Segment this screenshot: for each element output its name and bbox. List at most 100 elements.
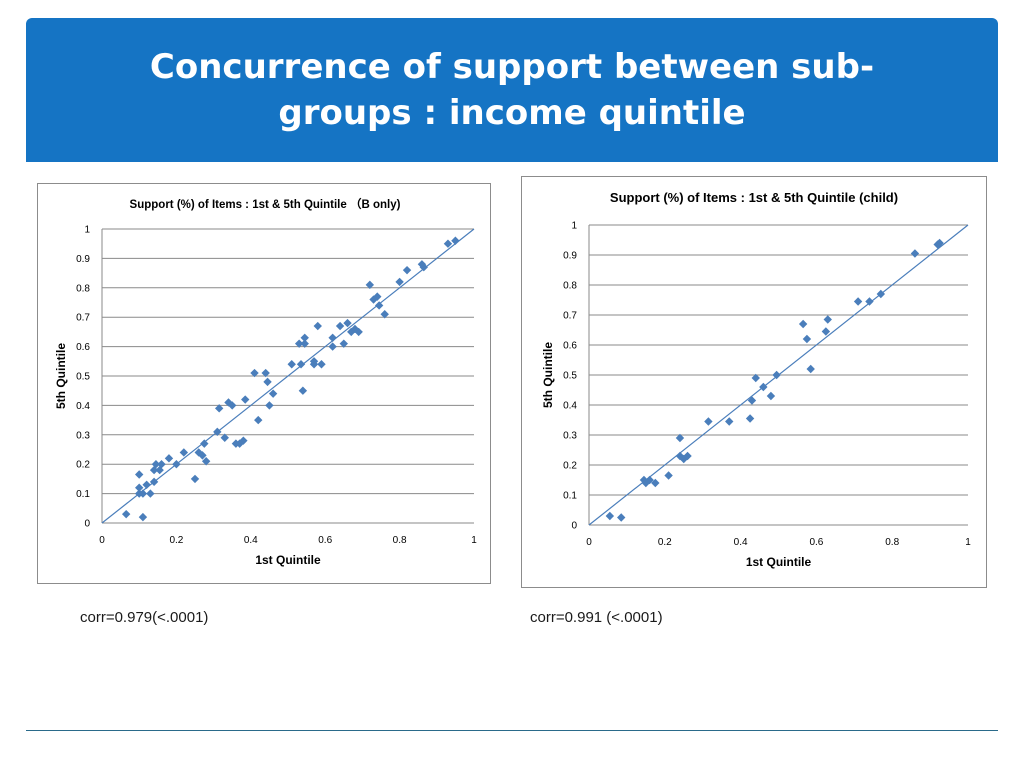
diagonal-reference-line (101, 228, 475, 524)
y-tick-label: 0.3 (563, 431, 577, 442)
data-point (190, 474, 200, 484)
data-point (402, 265, 412, 275)
data-point (142, 480, 151, 489)
data-point (200, 439, 209, 448)
data-point (679, 454, 688, 464)
x-axis-label: 1st Quintile (255, 553, 321, 567)
data-point (268, 389, 278, 398)
data-point (164, 454, 174, 463)
data-point (617, 513, 626, 522)
data-point (747, 396, 757, 405)
data-point (343, 318, 352, 328)
data-point (374, 301, 384, 310)
data-point (157, 460, 166, 469)
data-point (287, 360, 296, 369)
data-point (725, 417, 734, 426)
data-point (419, 263, 428, 272)
data-point (239, 436, 248, 445)
data-point (201, 457, 211, 466)
data-point (806, 364, 815, 374)
data-point (645, 475, 654, 485)
y-axis-label: 5th Quintile (541, 342, 555, 408)
data-point (865, 297, 874, 306)
data-point (766, 391, 776, 401)
data-point (443, 239, 453, 248)
data-point (821, 327, 831, 336)
data-point (704, 417, 713, 426)
x-axis-label: 1st Quintile (746, 555, 812, 569)
y-tick-label: 0.4 (76, 401, 90, 412)
data-point (241, 395, 250, 404)
y-tick-label: 0.5 (76, 372, 90, 383)
y-tick-label: 0.3 (76, 430, 90, 441)
y-tick-label: 0.9 (76, 254, 90, 265)
data-point (213, 427, 222, 437)
data-point (335, 321, 345, 331)
x-tick-label: 0.6 (318, 535, 332, 546)
data-point (263, 377, 272, 387)
data-point (745, 414, 755, 423)
data-point (313, 321, 322, 331)
scatter-plot-left: Support (%) of Items : 1st & 5th Quintil… (54, 197, 477, 567)
y-tick-label: 1 (571, 221, 577, 232)
data-point (250, 368, 259, 378)
y-tick-label: 1 (84, 225, 90, 236)
footer-divider (26, 730, 998, 731)
x-tick-label: 0.2 (658, 537, 672, 548)
data-point (380, 310, 389, 319)
y-tick-label: 0.8 (563, 281, 577, 292)
data-point (151, 460, 161, 469)
data-point (254, 415, 263, 425)
data-point (296, 360, 306, 369)
y-tick-label: 0.8 (76, 283, 90, 294)
correlation-left: corr=0.979(<.0001) (80, 609, 209, 626)
data-point (135, 470, 144, 479)
y-tick-label: 0.6 (76, 342, 90, 353)
data-point (802, 334, 812, 344)
data-point (228, 401, 237, 410)
y-tick-label: 0.1 (563, 491, 577, 502)
data-point (261, 368, 270, 378)
data-point (138, 512, 148, 522)
correlation-right: corr=0.991 (<.0001) (530, 609, 663, 626)
data-point (179, 448, 189, 457)
y-tick-label: 0.1 (76, 489, 90, 500)
x-tick-label: 1 (471, 535, 477, 546)
x-tick-label: 0.2 (169, 535, 183, 546)
y-tick-label: 0.2 (563, 461, 577, 472)
data-point (149, 477, 159, 487)
x-tick-label: 0.4 (244, 535, 258, 546)
data-point (365, 280, 375, 290)
data-point (395, 277, 404, 287)
y-tick-label: 0.9 (563, 251, 577, 262)
data-point (198, 451, 207, 460)
y-tick-label: 0.6 (563, 341, 577, 352)
scatter-chart-child: Support (%) of Items : 1st & 5th Quintil… (521, 176, 987, 588)
data-point (194, 448, 203, 457)
data-point (265, 401, 274, 410)
slide-title: Concurrence of support between sub-group… (149, 47, 875, 133)
y-tick-label: 0.2 (76, 460, 90, 471)
data-point (121, 509, 131, 519)
data-point (798, 319, 808, 329)
x-tick-label: 0.8 (393, 535, 407, 546)
data-point (138, 489, 148, 498)
data-point (328, 342, 337, 351)
x-tick-label: 0 (586, 537, 592, 548)
x-tick-label: 0.4 (734, 537, 748, 548)
data-point (373, 292, 382, 301)
y-tick-label: 0 (84, 519, 90, 530)
data-point (309, 360, 319, 369)
y-axis-label: 5th Quintile (54, 343, 68, 409)
y-tick-label: 0.4 (563, 401, 577, 412)
data-point (451, 236, 460, 245)
data-point (354, 327, 363, 337)
data-point (751, 373, 760, 383)
data-point (146, 489, 155, 498)
x-tick-label: 0 (99, 535, 105, 546)
scatter-plot-right: Support (%) of Items : 1st & 5th Quintil… (541, 190, 971, 569)
title-banner: Concurrence of support between sub-group… (26, 18, 998, 162)
chart-title: Support (%) of Items : 1st & 5th Quintil… (610, 190, 898, 205)
data-point (823, 315, 832, 324)
y-tick-label: 0.5 (563, 371, 577, 382)
